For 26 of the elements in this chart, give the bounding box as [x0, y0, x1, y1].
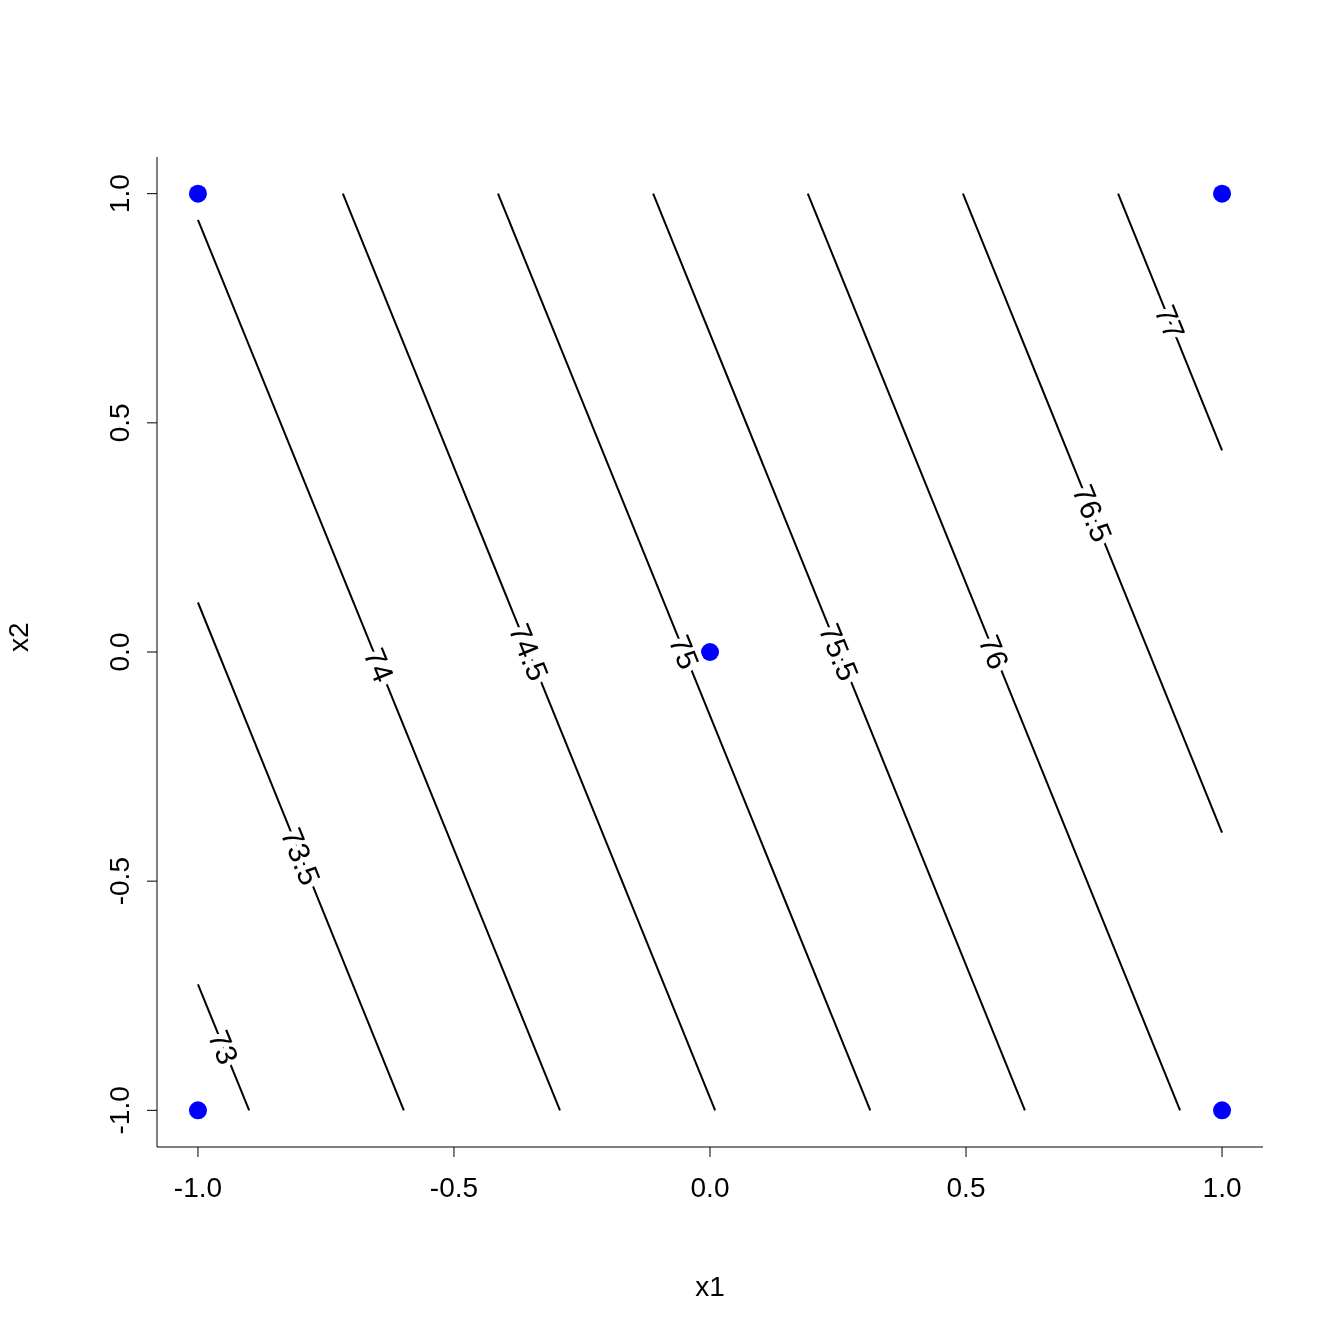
point	[188, 1101, 207, 1120]
text: 76	[972, 630, 1016, 674]
text: 75	[662, 630, 706, 674]
text: 74.5	[502, 618, 556, 686]
y-tick-label: 0.0	[104, 632, 135, 672]
y-tick-label: -0.5	[104, 857, 135, 906]
text: 77	[1148, 300, 1192, 344]
y-tick-label: 0.5	[104, 403, 135, 443]
point	[701, 643, 719, 661]
y-axis-title: x2	[2, 622, 34, 652]
y-tick-label: -1.0	[104, 1086, 135, 1135]
x-tick-label: -1.0	[173, 1172, 223, 1203]
x-tick-label: -0.5	[429, 1172, 479, 1203]
text: 75.5	[812, 618, 866, 686]
text: 76.5	[1066, 479, 1119, 547]
point	[1213, 184, 1232, 203]
point	[188, 184, 207, 203]
y-tick-label: 1.0	[104, 174, 135, 214]
point	[1213, 1101, 1232, 1120]
text: 73.5	[274, 823, 328, 890]
text: 73	[202, 1025, 246, 1069]
x-tick-label: 1.0	[1202, 1172, 1242, 1203]
x-tick-label: 0.5	[946, 1172, 986, 1203]
text: 74	[357, 643, 401, 687]
x-tick-label: 0.0	[690, 1172, 730, 1203]
x-axis-title: x1	[695, 1271, 725, 1302]
